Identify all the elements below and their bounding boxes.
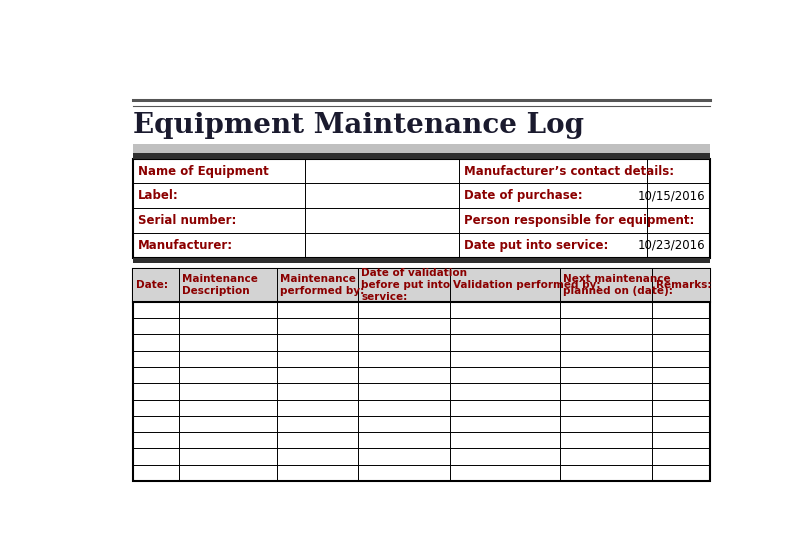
Bar [133,258,710,263]
Text: Date:: Date: [136,280,168,290]
Bar [133,269,710,301]
Bar [133,158,710,258]
Text: 10/23/2016: 10/23/2016 [637,239,706,252]
Text: Validation performed by:: Validation performed by: [454,280,601,290]
Text: Maintenance
performed by:: Maintenance performed by: [280,274,364,296]
Bar [133,269,710,481]
Text: Maintenance
Description: Maintenance Description [182,274,258,296]
Text: Serial number:: Serial number: [138,214,236,227]
Text: Person responsible for equipment:: Person responsible for equipment: [464,214,694,227]
Text: Label:: Label: [138,189,178,202]
Text: Date of purchase:: Date of purchase: [464,189,582,202]
Text: Next maintenance
planned on (date):: Next maintenance planned on (date): [563,274,673,296]
Text: Remarks:: Remarks: [655,280,711,290]
Bar [133,153,710,158]
Text: Manufacturer:: Manufacturer: [138,239,232,252]
Text: Date of validation
before put into
service:: Date of validation before put into servi… [361,268,467,302]
Text: Equipment Maintenance Log: Equipment Maintenance Log [133,112,584,139]
Bar [133,144,710,153]
Text: Date put into service:: Date put into service: [464,239,608,252]
Text: Manufacturer’s contact details:: Manufacturer’s contact details: [464,165,674,178]
Text: Name of Equipment: Name of Equipment [138,165,268,178]
Text: 10/15/2016: 10/15/2016 [637,189,706,202]
